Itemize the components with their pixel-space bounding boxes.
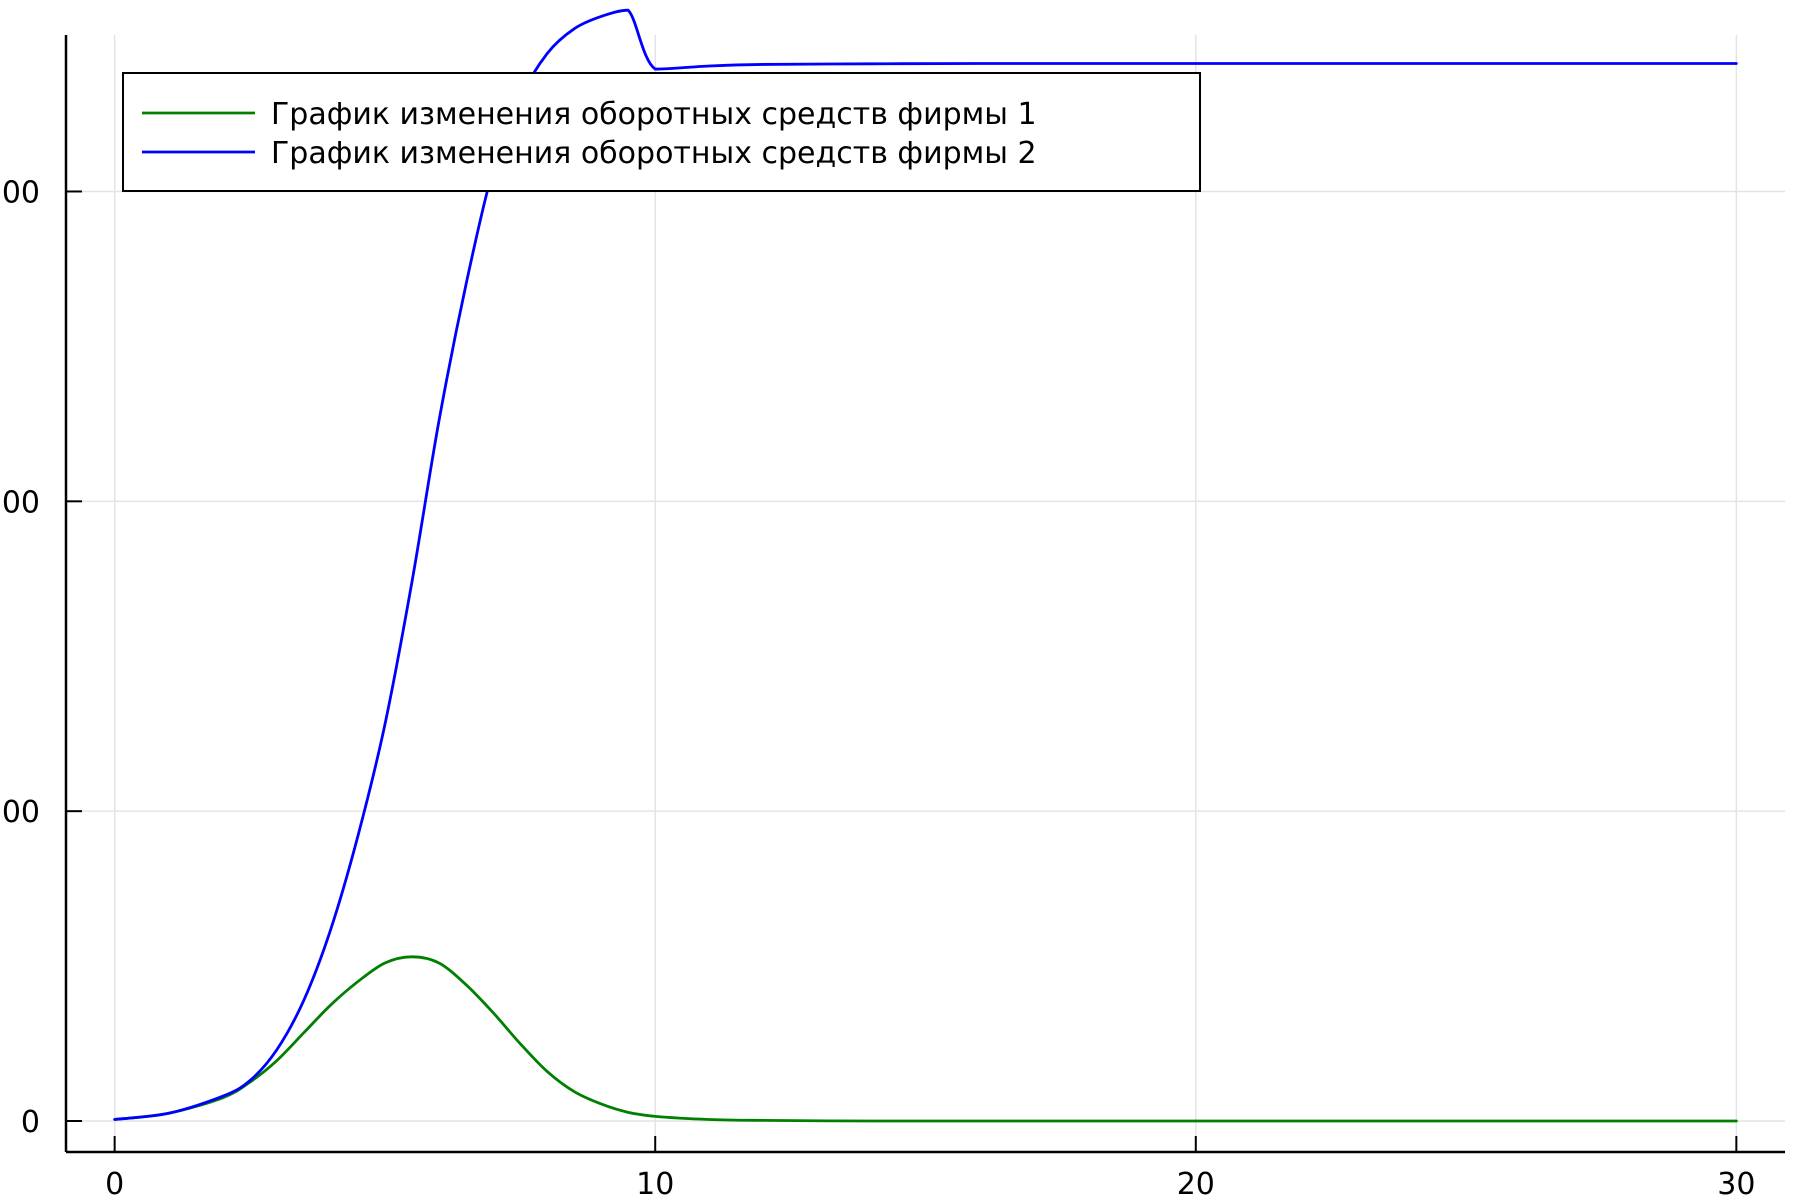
legend-box xyxy=(122,72,1201,192)
y-tick-label-2: 00 xyxy=(2,485,40,520)
x-tick-label-1: 10 xyxy=(636,1167,674,1200)
legend: График изменения оборотных средств фирмы… xyxy=(122,72,1201,192)
x-tick-label-2: 20 xyxy=(1177,1167,1215,1200)
y-tick-label-3: 00 xyxy=(2,175,40,210)
x-tick-label-0: 0 xyxy=(105,1167,124,1200)
legend-label-firm-1: График изменения оборотных средств фирмы… xyxy=(271,97,1037,132)
axes xyxy=(64,35,1785,1154)
legend-label-firm-2: График изменения оборотных средств фирмы… xyxy=(271,136,1037,171)
x-tick-label-3: 30 xyxy=(1717,1167,1755,1200)
y-tick-label-0: 0 xyxy=(21,1105,40,1140)
y-tick-label-1: 00 xyxy=(2,795,40,830)
series-line-firm-1 xyxy=(113,955,1738,1123)
